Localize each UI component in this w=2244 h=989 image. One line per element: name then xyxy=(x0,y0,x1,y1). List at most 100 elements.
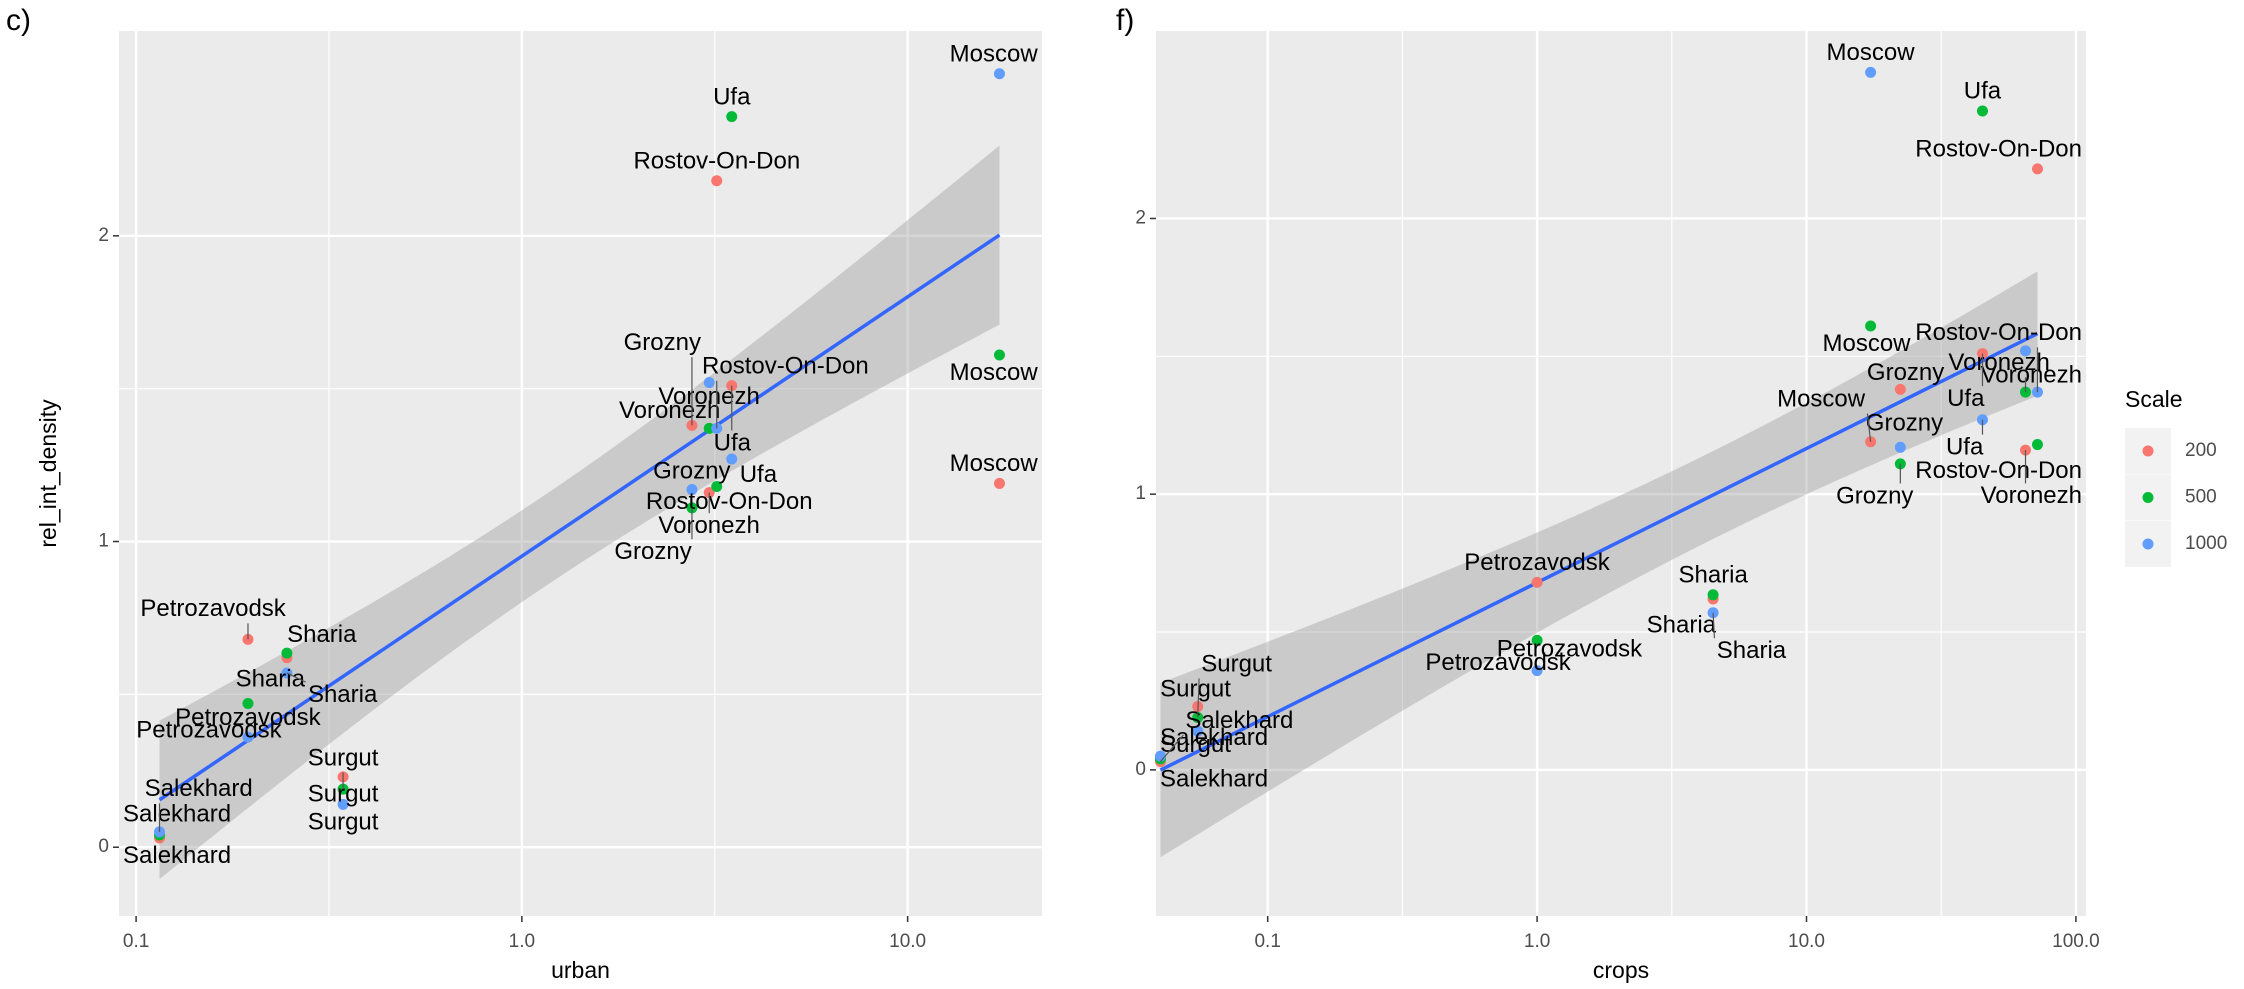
point-labels: MoscowUfaRostov-On-DonVoronezhGroznyShar… xyxy=(123,41,1038,869)
x-tick-label: 10.0 xyxy=(1788,931,1825,952)
point-label: Voronezh xyxy=(1981,362,2082,389)
y-tick-label: 1 xyxy=(1135,483,1146,504)
data-point xyxy=(993,68,1005,80)
point-label: Sharia xyxy=(287,621,357,648)
point-label: Rostov-On-Don xyxy=(646,488,813,515)
data-point xyxy=(711,175,723,187)
data-point xyxy=(242,731,254,743)
y-axis-title: rel_int_density xyxy=(35,399,61,548)
point-label: Petrozavodsk xyxy=(1425,649,1571,676)
point-label: Grozny xyxy=(653,458,730,485)
point-label: Ufa xyxy=(1964,78,2002,105)
x-tick-label: 0.1 xyxy=(1254,931,1280,952)
point-label: Sharia xyxy=(308,681,378,708)
data-point xyxy=(993,477,1005,489)
point-label: Salekhard xyxy=(123,842,231,869)
data-point xyxy=(703,377,715,389)
point-label: Ufa xyxy=(713,83,751,110)
x-axis-title: urban xyxy=(551,957,610,983)
point-label: Surgut xyxy=(1160,731,1231,758)
point-label: Moscow xyxy=(1822,330,1911,357)
point-label: Petrozavodsk xyxy=(1497,635,1643,662)
label-leader xyxy=(1712,612,1716,639)
point-label: Surgut xyxy=(1201,650,1272,677)
point-label: Rostov-On-Don xyxy=(702,353,869,380)
data-point xyxy=(2020,345,2032,357)
x-tick-label: 0.1 xyxy=(123,931,149,952)
data-point xyxy=(993,349,1005,361)
point-label: Voronezh xyxy=(658,383,759,410)
legend-marker xyxy=(2142,445,2154,457)
point-label: Rostov-On-Don xyxy=(633,148,800,175)
point-label: Grozny xyxy=(1867,359,1944,386)
data-point xyxy=(686,484,698,496)
data-point xyxy=(1894,441,1906,453)
point-label: Sharia xyxy=(1717,637,1787,664)
point-label: Ufa xyxy=(1946,434,1984,461)
point-label: Moscow xyxy=(950,450,1039,477)
data-point xyxy=(1192,725,1204,737)
y-tick-label: 2 xyxy=(98,225,109,246)
label-leader xyxy=(1866,413,1872,442)
x-tick-label: 1.0 xyxy=(1524,931,1550,952)
data-point xyxy=(726,111,738,123)
legend-label: 1000 xyxy=(2185,533,2227,554)
point-label: Rostov-On-Don xyxy=(1915,319,2082,346)
data-point xyxy=(1865,66,1877,78)
x-tick-label: 100.0 xyxy=(2052,931,2100,952)
x-tick-label: 10.0 xyxy=(889,931,926,952)
label-leader xyxy=(1197,678,1200,718)
point-label: Voronezh xyxy=(619,397,720,424)
plot-background xyxy=(1156,31,2086,916)
regression-line xyxy=(1159,332,2039,772)
panel-tag: f) xyxy=(1116,4,1134,37)
point-label: Rostov-On-Don xyxy=(1915,136,2082,163)
point-label: Surgut xyxy=(308,808,379,835)
data-point xyxy=(726,453,738,465)
data-point xyxy=(1865,320,1877,332)
point-label: Salekhard xyxy=(1160,765,1268,792)
point-label: Salekhard xyxy=(145,775,253,802)
point-label: Grozny xyxy=(614,538,691,565)
point-label: Voronezh xyxy=(1948,349,2049,376)
confidence-band xyxy=(159,145,1000,880)
plot-background xyxy=(119,31,1042,916)
point-label: Voronezh xyxy=(658,512,759,539)
data-point xyxy=(1894,383,1906,395)
point-label: Moscow xyxy=(1777,385,1866,412)
point-label: Voronezh xyxy=(1981,482,2082,509)
point-label: Petrozavodsk xyxy=(140,595,286,622)
point-label: Ufa xyxy=(1947,385,1985,412)
point-label: Moscow xyxy=(950,359,1039,386)
y-tick-label: 1 xyxy=(98,531,109,552)
point-label: Sharia xyxy=(1678,562,1748,589)
point-label: Moscow xyxy=(950,41,1039,68)
label-leader xyxy=(286,672,306,683)
data-point xyxy=(281,647,293,659)
regression-line xyxy=(158,233,1001,802)
point-label: Salekhard xyxy=(123,801,231,828)
data-point xyxy=(2031,439,2043,451)
point-label: Ufa xyxy=(740,461,778,488)
point-label: Petrozavodsk xyxy=(175,704,321,731)
label-leader xyxy=(1160,734,1184,762)
legend-label: 500 xyxy=(2185,487,2217,508)
x-tick-label: 1.0 xyxy=(509,931,535,952)
y-tick-label: 0 xyxy=(98,836,109,857)
point-label: Grozny xyxy=(624,329,701,356)
data-point xyxy=(1531,576,1543,588)
point-label: Grozny xyxy=(1836,482,1913,509)
legend-title: Scale xyxy=(2125,386,2183,412)
point-label: Salekhard xyxy=(1160,724,1268,751)
legend-marker xyxy=(2142,538,2154,550)
data-point xyxy=(1976,105,1988,117)
y-tick-label: 0 xyxy=(1135,759,1146,780)
data-point xyxy=(337,798,349,810)
data-point xyxy=(1531,665,1543,677)
point-label: Petrozavodsk xyxy=(1464,549,1610,576)
point-label: Surgut xyxy=(308,744,379,771)
point-label: Salekhard xyxy=(1185,707,1293,734)
legend-marker xyxy=(2142,492,2154,503)
point-label: Grozny xyxy=(1866,409,1943,436)
